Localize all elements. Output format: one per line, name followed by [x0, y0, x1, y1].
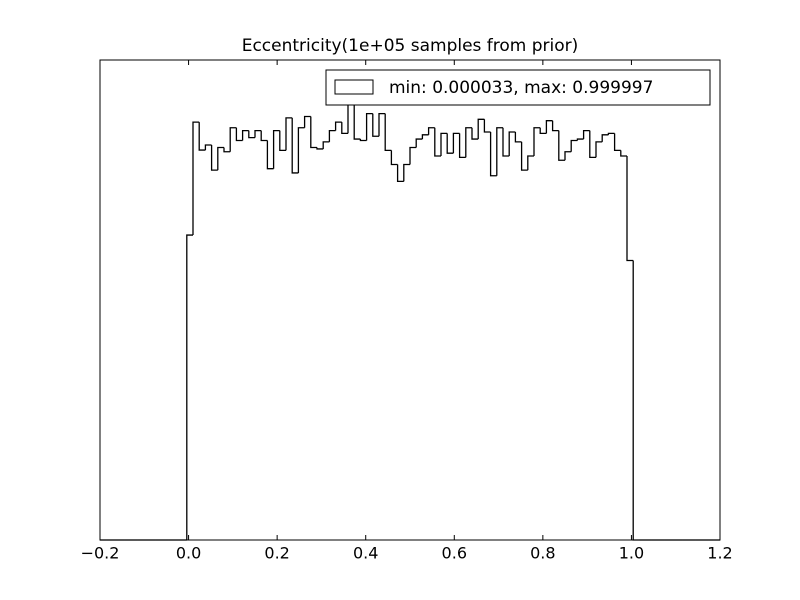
histogram-bin [334, 121, 342, 131]
histogram-bin [396, 164, 404, 183]
histogram-bin [217, 146, 224, 171]
histogram-bin [210, 144, 218, 171]
legend: min: 0.000033, max: 0.999997 [325, 69, 711, 106]
chart-title: Eccentricity(1e+05 samples from prior) [242, 36, 579, 56]
histogram-bin [353, 102, 361, 140]
histogram-bin [620, 150, 627, 157]
histogram-bin [508, 131, 516, 156]
histogram-bin [551, 120, 559, 132]
histogram-bin [440, 132, 448, 156]
histogram-bin [291, 117, 299, 174]
histogram-bin [328, 129, 336, 142]
histogram-bin [613, 133, 621, 152]
histogram-bin [527, 155, 534, 171]
histogram-bin [409, 146, 417, 165]
histogram-bin [452, 132, 460, 154]
plot-frame [99, 59, 721, 541]
histogram-bin [279, 130, 286, 152]
x-tick-label: 0.2 [264, 544, 289, 563]
histogram-bin [303, 115, 311, 128]
histogram-bin [626, 156, 634, 262]
histogram-bin [378, 112, 386, 137]
legend-swatch [334, 79, 374, 95]
x-tick-label: 0.0 [176, 544, 201, 563]
histogram-bin [285, 117, 293, 151]
histogram-bin [186, 234, 193, 540]
histogram-bin [254, 129, 262, 138]
histogram-bin [310, 116, 317, 149]
histogram-bin [272, 129, 280, 169]
histogram-bin [539, 127, 547, 135]
histogram-bin [192, 121, 200, 236]
legend-box [325, 69, 711, 106]
histogram-bin [489, 132, 497, 177]
histogram-bin [558, 130, 565, 161]
histogram-bin [589, 130, 596, 159]
histogram-bin [198, 122, 206, 151]
histogram-bin [235, 127, 243, 142]
x-tick-label: 0.8 [530, 544, 555, 563]
histogram-bin [570, 139, 578, 152]
histogram-bin [390, 150, 398, 166]
x-tick-label: 0.4 [353, 544, 378, 563]
histogram-bin [502, 127, 510, 157]
legend-label: min: 0.000033, max: 0.999997 [389, 78, 653, 98]
histogram-bin [564, 151, 572, 161]
histogram-bin [260, 130, 268, 142]
histogram-bin [415, 138, 423, 148]
histogram-bin [601, 134, 609, 142]
histogram-bin [322, 141, 330, 149]
histogram-bin [477, 118, 485, 140]
histogram-bin [365, 112, 373, 141]
x-tick-label: −0.2 [81, 544, 120, 563]
histogram-bin [229, 127, 237, 152]
histogram-bin [223, 147, 231, 153]
x-tick-label: 1.2 [707, 544, 732, 563]
histogram-bin [582, 129, 590, 140]
histogram-bin [465, 127, 472, 158]
histogram-bin [266, 140, 274, 170]
histogram-bin [545, 120, 553, 134]
histogram-bin [421, 134, 429, 140]
histogram-bin [576, 138, 584, 141]
histogram-bin [384, 113, 392, 152]
histogram-bin [607, 132, 615, 135]
histogram-bin [533, 127, 541, 156]
histogram-bin [359, 139, 367, 142]
histogram-bin [297, 127, 305, 173]
x-tick-label: 0.6 [442, 544, 467, 563]
histogram-bin [248, 130, 255, 139]
histogram-bin [520, 141, 528, 171]
histogram-bin [403, 163, 410, 182]
histogram-bin [496, 127, 503, 176]
histogram-bin [446, 133, 454, 154]
histogram-bin [471, 127, 479, 140]
histogram-bin [241, 129, 249, 141]
histogram-bin [372, 113, 379, 137]
histogram-bin [316, 147, 324, 150]
histogram-bin [595, 141, 603, 158]
histogram-bin [483, 119, 491, 133]
histogram-bin [204, 144, 212, 151]
histogram-bin [458, 133, 466, 159]
x-tick-label: 1.0 [619, 544, 644, 563]
histogram-bin [434, 127, 441, 157]
histogram-bin [341, 122, 348, 135]
histogram-bin [427, 127, 435, 135]
histogram-bin [514, 132, 522, 143]
